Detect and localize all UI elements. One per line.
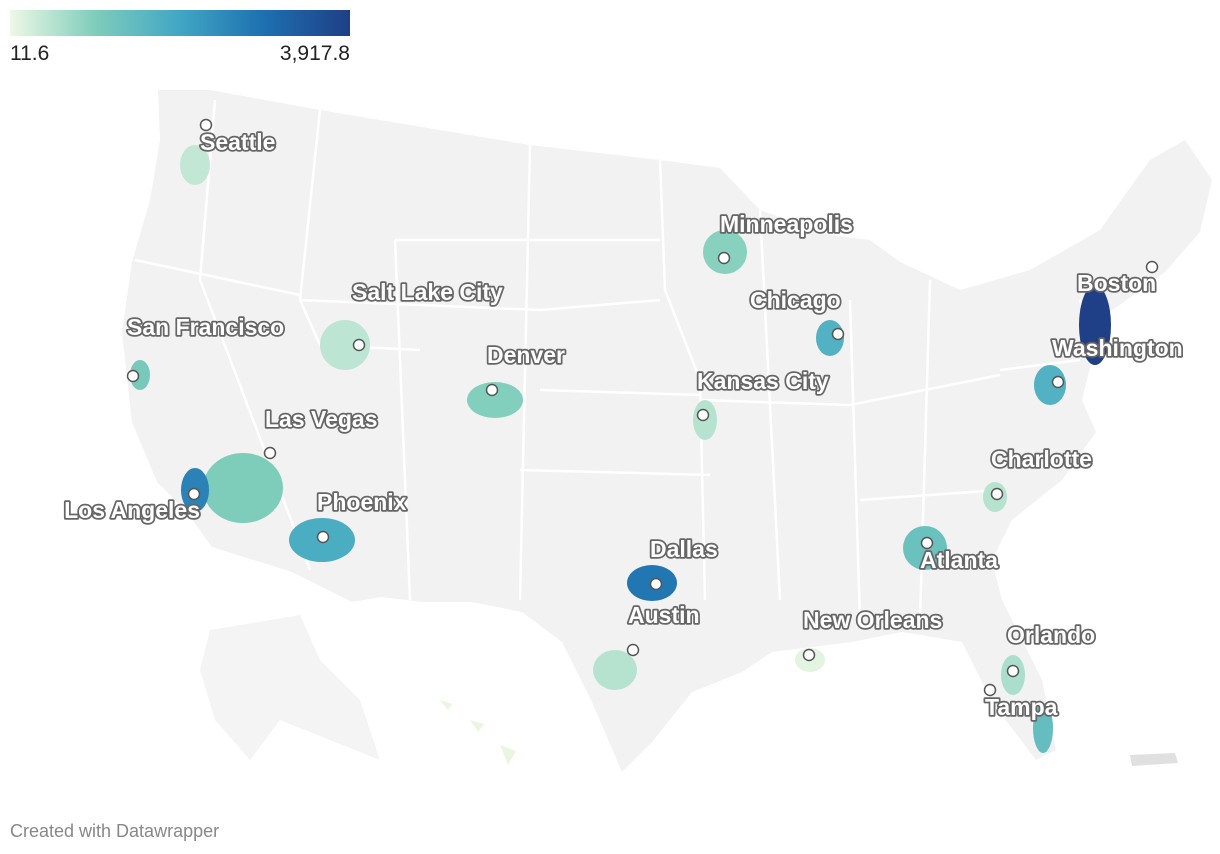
metro-area <box>1033 703 1053 753</box>
city-label: Kansas City <box>697 368 829 394</box>
city-label: San Francisco <box>127 314 284 340</box>
city-dot <box>485 383 499 397</box>
metro-area <box>320 320 370 370</box>
city-label: Tampa <box>985 694 1058 720</box>
metro-area <box>1034 365 1066 405</box>
city-dot <box>316 530 330 544</box>
legend-min: 11.6 <box>10 42 49 65</box>
city-dot <box>263 446 277 460</box>
city-label: Dallas <box>650 536 718 562</box>
city-label: Minneapolis <box>720 211 853 237</box>
metro-area <box>593 650 637 690</box>
city-label: Charlotte <box>991 446 1092 472</box>
city-dot <box>1006 664 1020 678</box>
legend: 11.6 3,917.8 <box>10 10 350 65</box>
city-dot <box>1051 375 1065 389</box>
city-label: Orlando <box>1007 622 1095 648</box>
city-dot <box>1145 260 1159 274</box>
city-label: Las Vegas <box>265 406 378 432</box>
alaska <box>200 615 380 760</box>
city-dot <box>802 648 816 662</box>
metro-area <box>1079 285 1111 365</box>
city-label: Chicago <box>750 287 841 313</box>
city-dot <box>626 643 640 657</box>
metro-areas <box>130 145 1111 753</box>
city-dot <box>920 536 934 550</box>
city-label: Washington <box>1052 335 1183 361</box>
city-labels: Seattle Minneapolis Salt Lake City San Fran… <box>62 118 1184 722</box>
city-dot <box>352 338 366 352</box>
city-dot <box>696 408 710 422</box>
metro-area <box>130 360 150 390</box>
city-label: New Orleans <box>803 607 942 633</box>
legend-max: 3,917.8 <box>280 42 350 65</box>
city-label: Phoenix <box>317 489 407 515</box>
city-dot <box>649 577 663 591</box>
city-label: Boston <box>1077 270 1156 296</box>
city-label: Austin <box>628 602 700 628</box>
city-label: Seattle <box>200 129 275 155</box>
city-dot <box>990 487 1004 501</box>
hawaii <box>440 700 516 765</box>
city-label: Los Angeles <box>64 497 200 523</box>
city-dot <box>717 251 731 265</box>
city-label: Denver <box>487 342 565 368</box>
city-dot <box>126 369 140 383</box>
legend-gradient <box>10 10 350 36</box>
city-dot <box>983 683 997 697</box>
city-dot <box>199 118 213 132</box>
metro-area <box>203 453 283 523</box>
puerto-rico <box>1130 753 1178 766</box>
metro-area <box>180 145 210 185</box>
city-label: Salt Lake City <box>352 279 503 305</box>
city-label: Atlanta <box>920 547 998 573</box>
city-dot <box>831 327 845 341</box>
metro-area <box>467 382 523 418</box>
city-dot <box>187 487 201 501</box>
state-borders <box>134 99 1092 621</box>
land <box>122 90 1212 772</box>
footer: Created with Datawrapper <box>10 821 219 841</box>
